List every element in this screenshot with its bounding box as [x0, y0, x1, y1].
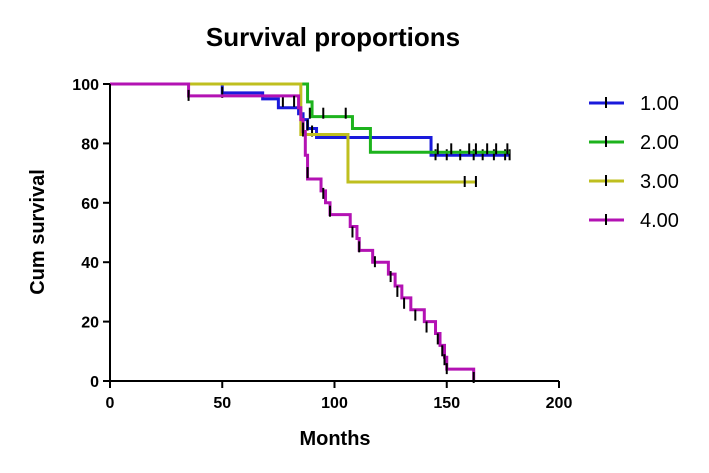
y-tick-label: 100: [72, 77, 99, 94]
legend-item: 2.00: [589, 132, 679, 154]
x-axis: 0 50 100 150 200: [106, 380, 573, 412]
x-axis-label: Months: [299, 428, 370, 450]
series-4.00: [110, 82, 476, 384]
legend-item: 3.00: [589, 171, 679, 193]
y-axis-label: Cum survival: [27, 169, 49, 295]
y-tick-label: 20: [81, 315, 99, 332]
x-tick-label: 150: [433, 395, 460, 412]
series-3.00: [110, 82, 477, 188]
legend: 1.00 2.00 3.00 4.00: [589, 93, 679, 232]
y-tick-label: 60: [81, 196, 99, 213]
series-line: [110, 82, 476, 184]
series-line: [110, 82, 510, 157]
x-tick-label: 0: [106, 395, 115, 412]
x-tick-label: 100: [321, 395, 348, 412]
y-axis: 0 20 40 60 80 100: [72, 77, 111, 391]
legend-label: 3.00: [640, 171, 679, 193]
legend-label: 1.00: [640, 93, 679, 115]
series-2.00: [110, 82, 510, 155]
y-tick-label: 80: [81, 136, 99, 153]
series-line: [110, 82, 510, 154]
x-tick-label: 50: [213, 395, 231, 412]
plot-area: [110, 82, 511, 384]
legend-label: 2.00: [640, 132, 679, 154]
legend-item: 4.00: [589, 210, 679, 232]
y-tick-label: 40: [81, 255, 99, 272]
x-tick-label: 200: [546, 395, 573, 412]
series-line: [110, 82, 476, 381]
chart-title: Survival proportions: [206, 22, 460, 52]
legend-item: 1.00: [589, 93, 679, 115]
series-1.00: [110, 82, 511, 161]
legend-label: 4.00: [640, 210, 679, 232]
y-tick-label: 0: [90, 374, 99, 391]
